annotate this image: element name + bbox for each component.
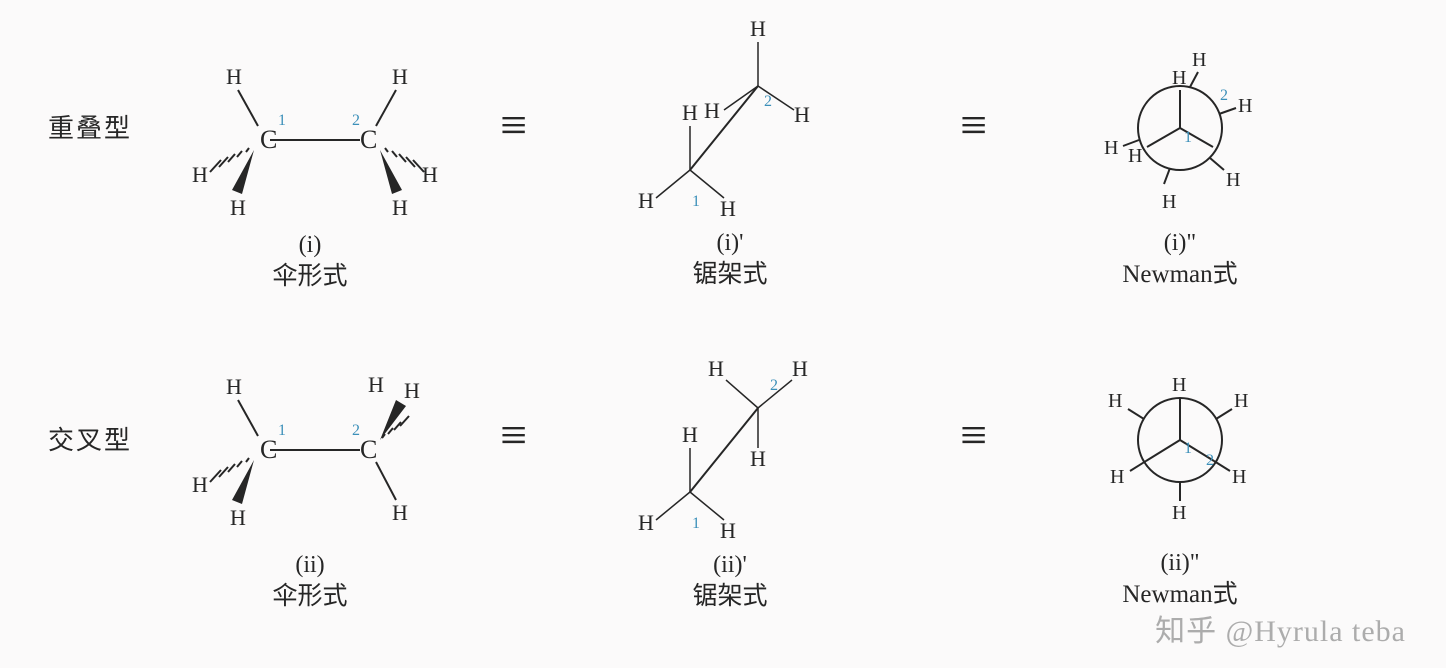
caption-num: (ii)	[295, 552, 324, 578]
atom-h: H	[1110, 466, 1124, 488]
newman-staggered-svg: H H H H H H 1 2	[1050, 335, 1310, 545]
atom-h: H	[720, 518, 736, 543]
atom-h: H	[750, 16, 766, 41]
atom-h: H	[682, 100, 698, 125]
diagram-sawhorse-staggered: H H H 1 H H H 2 (ii)' 锯架式	[580, 320, 880, 620]
carbon-number-2: 2	[770, 377, 778, 394]
caption-name: 锯架式	[692, 583, 767, 610]
atom-h: H	[638, 510, 654, 535]
carbon-number-1: 1	[692, 515, 700, 532]
umbrella-staggered-svg: C C 1 2 H H H H H H	[160, 340, 460, 540]
atom-h: H	[1238, 95, 1252, 117]
atom-h: H	[1172, 67, 1186, 89]
equiv-symbol: ≡	[960, 98, 987, 153]
atom-h: H	[192, 472, 208, 497]
sawhorse-eclipsed-svg: H H H 1 H H H 2	[580, 8, 880, 228]
atom-h: H	[230, 505, 246, 530]
atom-h: H	[226, 374, 242, 399]
caption-num: (i)'	[717, 230, 744, 256]
caption-name: 锯架式	[692, 261, 767, 288]
atom-h: H	[1232, 466, 1246, 488]
atom-h: H	[1172, 374, 1186, 396]
caption-name: Newman式	[1122, 261, 1237, 288]
diagram-sawhorse-eclipsed: H H H 1 H H H 2 (i)' 锯架式	[580, 8, 880, 288]
atom-h: H	[422, 162, 438, 187]
atom-h: H	[368, 372, 384, 397]
atom-h: H	[1162, 191, 1176, 213]
carbon-number-1: 1	[278, 422, 286, 439]
carbon-number-2: 2	[764, 93, 772, 110]
caption-num: (i)	[299, 232, 322, 258]
atom-h: H	[1234, 390, 1248, 412]
diagram-newman-eclipsed: H H H H H H H 1 2 (i)" Newman式	[1050, 28, 1310, 288]
atom-h: H	[1172, 502, 1186, 524]
caption-num: (i)"	[1164, 230, 1196, 256]
watermark: 知乎 @Hyrula teba	[1155, 606, 1406, 650]
equiv-symbol: ≡	[500, 408, 527, 463]
row-label-staggered: 交叉型	[48, 420, 132, 457]
atom-h: H	[192, 162, 208, 187]
atom-h: H	[792, 356, 808, 381]
atom-h: H	[704, 98, 720, 123]
atom-c1: C	[260, 125, 277, 154]
atom-c1: C	[260, 435, 277, 464]
row-label-eclipsed: 重叠型	[48, 108, 132, 145]
atom-h: H	[638, 188, 654, 213]
diagram-umbrella-staggered: C C 1 2 H H H H H H (ii) 伞形式	[160, 340, 460, 620]
atom-h: H	[230, 195, 246, 220]
carbon-number-1: 1	[692, 193, 700, 210]
carbon-number-1: 1	[1184, 129, 1192, 146]
atom-h: H	[708, 356, 724, 381]
atom-h: H	[1104, 137, 1118, 159]
carbon-number-2: 2	[352, 422, 360, 439]
caption-num: (ii)"	[1160, 550, 1199, 576]
atom-h: H	[1192, 49, 1206, 71]
carbon-number-1: 1	[1184, 440, 1192, 457]
carbon-number-2: 2	[1220, 87, 1228, 104]
atom-h: H	[226, 64, 242, 89]
atom-h: H	[1226, 169, 1240, 191]
atom-h: H	[682, 422, 698, 447]
atom-h: H	[1108, 390, 1122, 412]
atom-h: H	[392, 64, 408, 89]
newman-eclipsed-svg: H H H H H H H 1 2	[1050, 28, 1310, 228]
equiv-symbol: ≡	[960, 408, 987, 463]
equiv-symbol: ≡	[500, 98, 527, 153]
hash-bond	[385, 148, 424, 172]
umbrella-eclipsed-svg: C C 1 2 H H H H H H	[160, 30, 460, 230]
diagram-umbrella-eclipsed: C C 1 2 H H H H H H (i) 伞形式	[160, 30, 460, 290]
atom-c2: C	[360, 435, 377, 464]
carbon-number-2: 2	[352, 112, 360, 129]
atom-h: H	[404, 378, 420, 403]
diagram-newman-staggered: H H H H H H 1 2 (ii)" Newman式	[1050, 335, 1310, 615]
caption-name: 伞形式	[272, 263, 347, 290]
hash-bond	[210, 148, 249, 172]
caption-name: 伞形式	[272, 583, 347, 610]
atom-h: H	[392, 500, 408, 525]
atom-h: H	[720, 196, 736, 221]
caption-num: (ii)'	[713, 552, 747, 578]
carbon-number-1: 1	[278, 112, 286, 129]
atom-c2: C	[360, 125, 377, 154]
sawhorse-staggered-svg: H H H 1 H H H 2	[580, 320, 880, 550]
atom-h: H	[794, 102, 810, 127]
caption-name: Newman式	[1122, 581, 1237, 608]
atom-h: H	[392, 195, 408, 220]
atom-h: H	[1128, 145, 1142, 167]
atom-h: H	[750, 446, 766, 471]
carbon-number-2: 2	[1206, 452, 1214, 469]
